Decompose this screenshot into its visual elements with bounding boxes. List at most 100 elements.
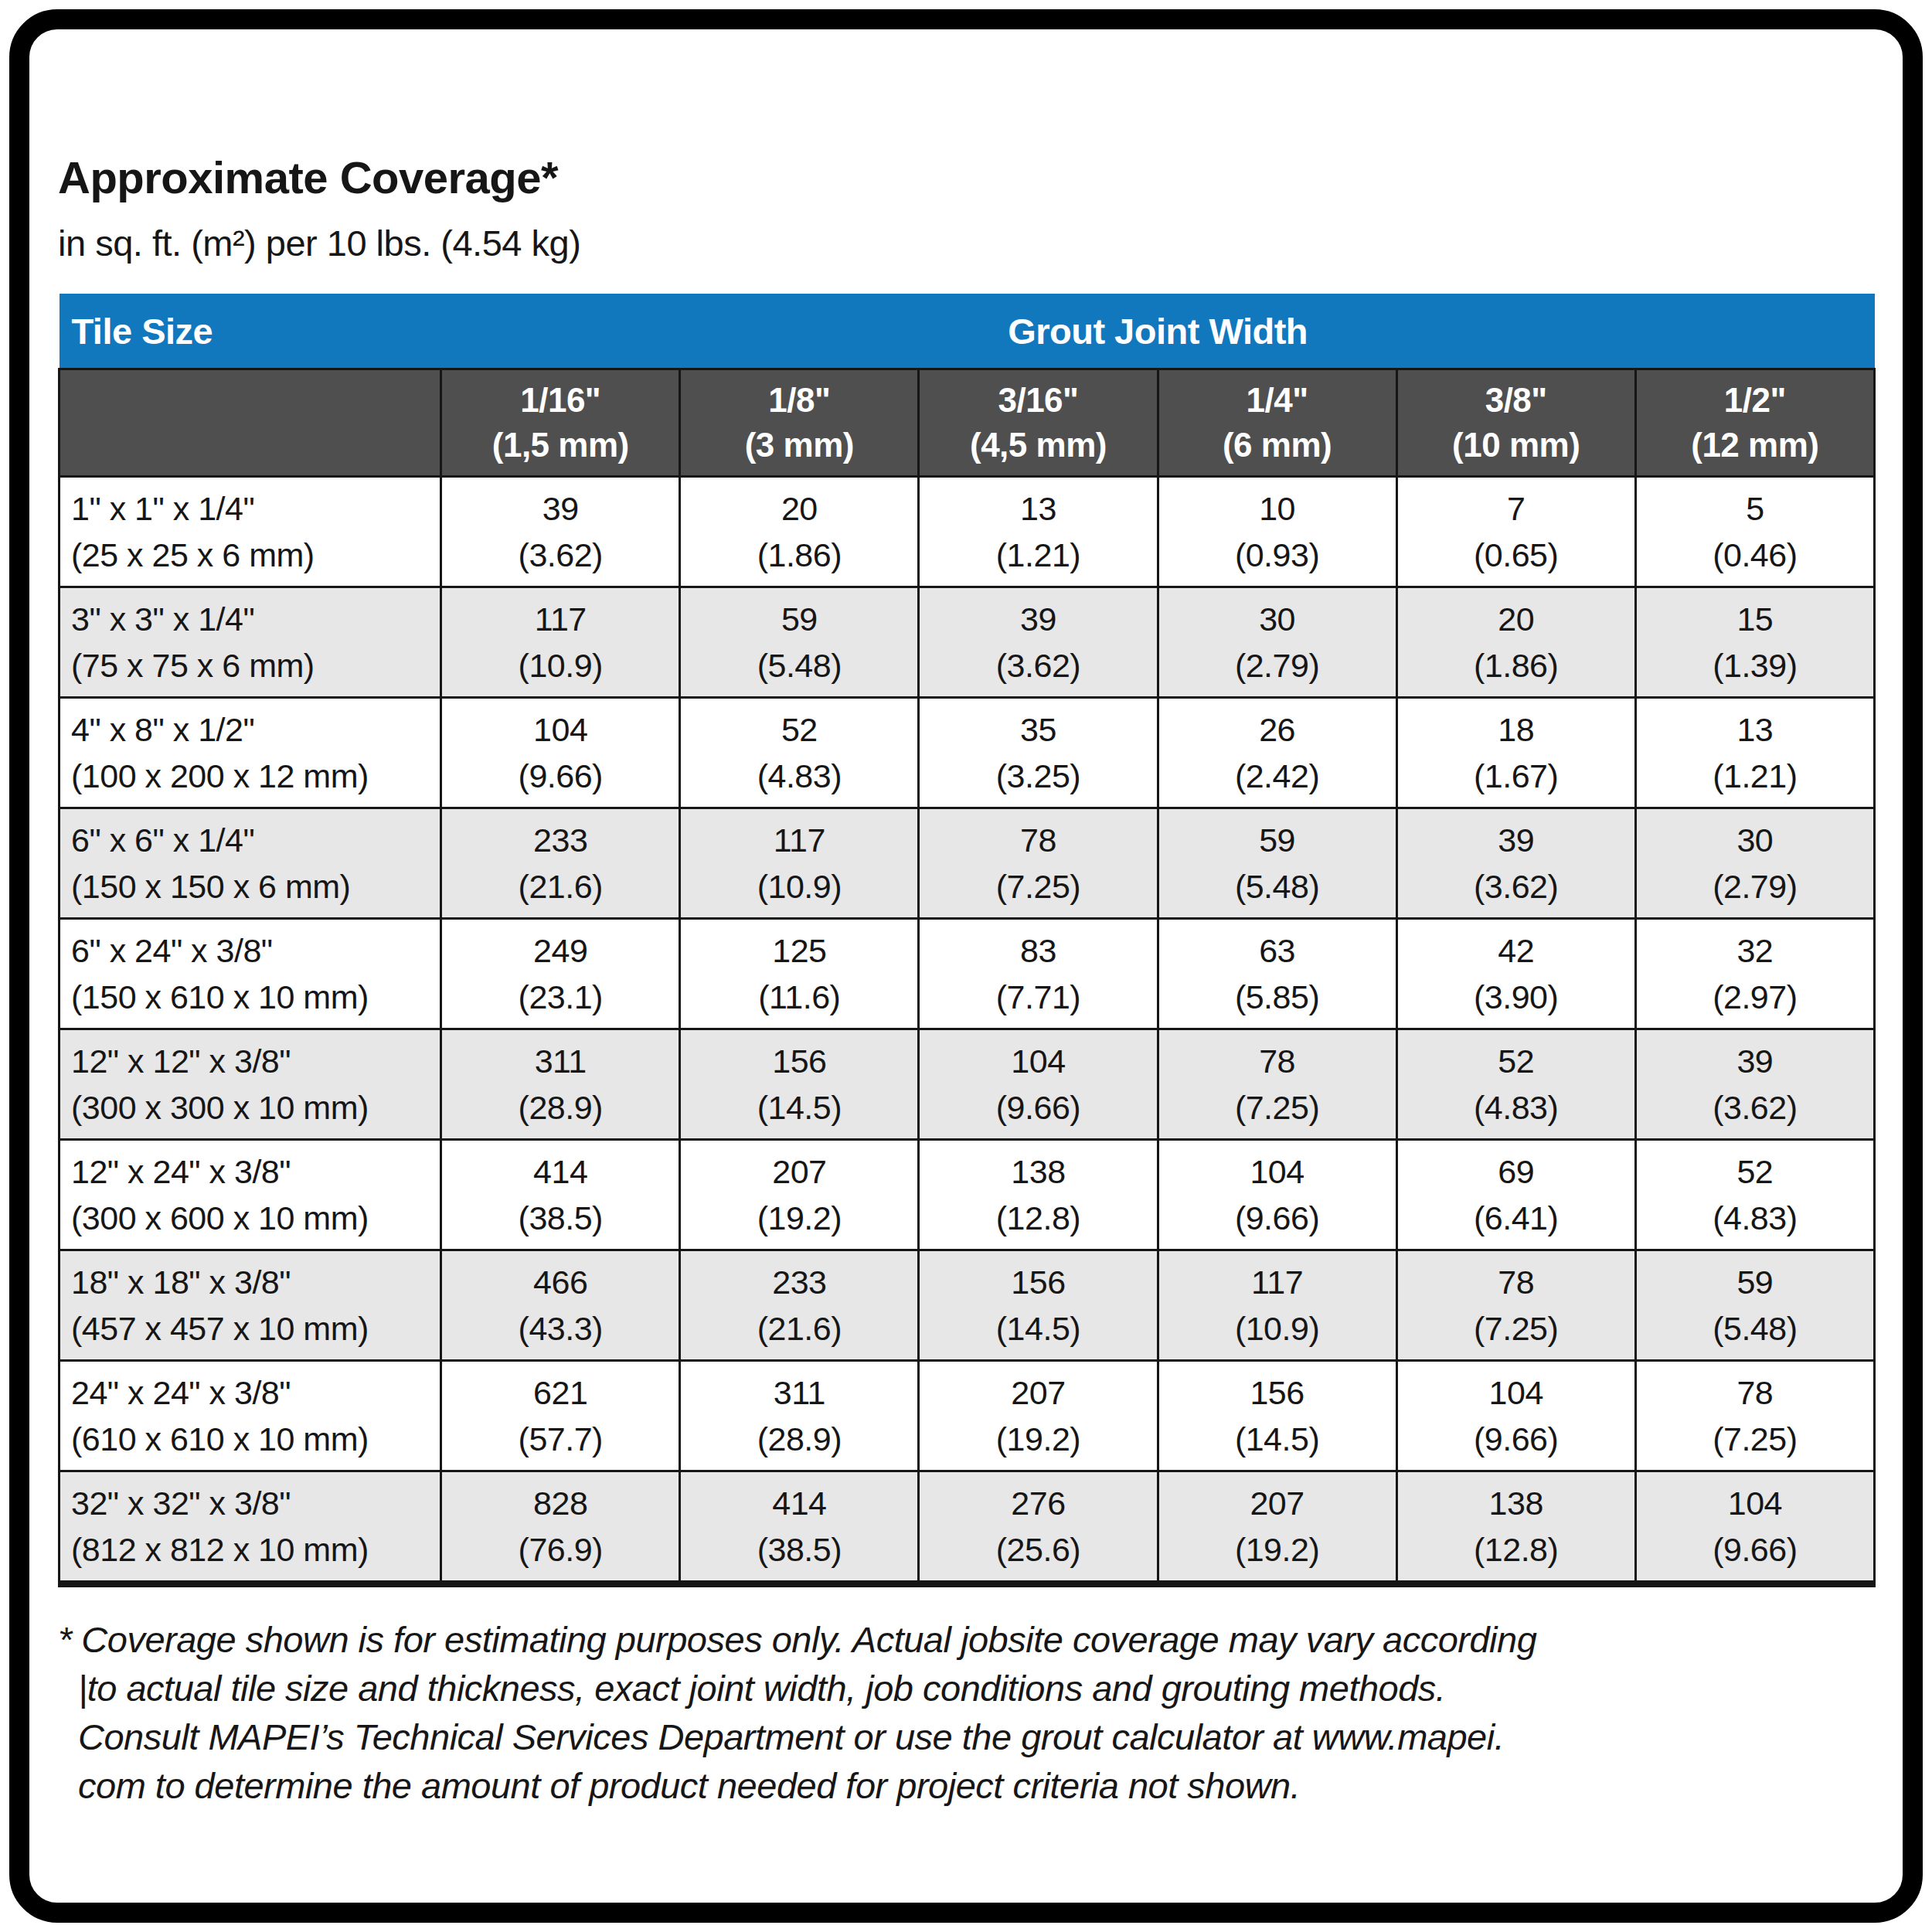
tile-size-cell: 32" x 32" x 3/8" (812 x 812 x 10 mm) [60, 1471, 441, 1584]
footnote-line: com to determine the amount of product n… [58, 1761, 1876, 1810]
coverage-cell: 828 (76.9) [441, 1471, 680, 1584]
coverage-sqft: 7 [1398, 485, 1634, 532]
footnote-line: |to actual tile size and thickness, exac… [58, 1664, 1876, 1713]
coverage-sqft: 414 [681, 1480, 917, 1526]
coverage-cell: 59 (5.48) [1635, 1250, 1874, 1361]
tile-size-inches: 6" x 24" x 3/8" [71, 927, 440, 974]
grout-joint-width-header: Grout Joint Width [441, 294, 1875, 369]
coverage-m2: (9.66) [442, 753, 679, 799]
table-row: 3" x 3" x 1/4" (75 x 75 x 6 mm) 117 (10.… [60, 587, 1875, 698]
table-row: 6" x 6" x 1/4" (150 x 150 x 6 mm) 233 (2… [60, 808, 1875, 919]
coverage-m2: (9.66) [1637, 1526, 1873, 1573]
coverage-sqft: 138 [920, 1148, 1156, 1195]
coverage-sqft: 18 [1398, 706, 1634, 753]
coverage-m2: (10.9) [681, 863, 917, 910]
tile-size-inches: 12" x 12" x 3/8" [71, 1038, 440, 1084]
tile-size-mm: (610 x 610 x 10 mm) [71, 1416, 440, 1462]
coverage-cell: 39 (3.62) [1396, 808, 1635, 919]
coverage-m2: (1.86) [681, 532, 917, 578]
coverage-sqft: 78 [1637, 1369, 1873, 1416]
coverage-sqft: 30 [1637, 817, 1873, 863]
coverage-cell: 39 (3.62) [919, 587, 1158, 698]
column-header-mm: (12 mm) [1637, 423, 1873, 468]
coverage-sqft: 42 [1398, 927, 1634, 974]
coverage-cell: 78 (7.25) [1396, 1250, 1635, 1361]
coverage-cell: 207 (19.2) [919, 1361, 1158, 1471]
coverage-sqft: 59 [1637, 1259, 1873, 1305]
coverage-sqft: 5 [1637, 485, 1873, 532]
coverage-m2: (3.62) [442, 532, 679, 578]
coverage-m2: (12.8) [1398, 1526, 1634, 1573]
table-subheader-row: 1/16" (1,5 mm) 1/8" (3 mm) 3/16" (4,5 mm… [60, 369, 1875, 477]
coverage-sqft: 233 [442, 817, 679, 863]
tile-size-inches: 3" x 3" x 1/4" [71, 596, 440, 642]
coverage-m2: (5.48) [1637, 1305, 1873, 1352]
coverage-m2: (6.41) [1398, 1195, 1634, 1241]
coverage-cell: 207 (19.2) [1158, 1471, 1396, 1584]
coverage-sqft: 104 [920, 1038, 1156, 1084]
column-header-mm: (3 mm) [681, 423, 917, 468]
coverage-cell: 414 (38.5) [680, 1471, 919, 1584]
coverage-m2: (3.62) [1398, 863, 1634, 910]
subheader-empty-cell [60, 369, 441, 477]
coverage-m2: (23.1) [442, 974, 679, 1020]
coverage-cell: 30 (2.79) [1158, 587, 1396, 698]
coverage-cell: 156 (14.5) [919, 1250, 1158, 1361]
tile-size-inches: 4" x 8" x 1/2" [71, 706, 440, 753]
coverage-cell: 233 (21.6) [680, 1250, 919, 1361]
coverage-cell: 13 (1.21) [1635, 698, 1874, 808]
coverage-sqft: 207 [681, 1148, 917, 1195]
coverage-sqft: 117 [1159, 1259, 1396, 1305]
table-row: 24" x 24" x 3/8" (610 x 610 x 10 mm) 621… [60, 1361, 1875, 1471]
coverage-m2: (10.9) [1159, 1305, 1396, 1352]
coverage-m2: (1.39) [1637, 642, 1873, 689]
coverage-cell: 59 (5.48) [680, 587, 919, 698]
coverage-cell: 18 (1.67) [1396, 698, 1635, 808]
coverage-sqft: 104 [442, 706, 679, 753]
coverage-sqft: 125 [681, 927, 917, 974]
column-header: 3/16" (4,5 mm) [919, 369, 1158, 477]
coverage-sqft: 35 [920, 706, 1156, 753]
coverage-m2: (19.2) [1159, 1526, 1396, 1573]
coverage-cell: 15 (1.39) [1635, 587, 1874, 698]
coverage-cell: 20 (1.86) [1396, 587, 1635, 698]
coverage-sqft: 104 [1637, 1480, 1873, 1526]
column-header-mm: (4,5 mm) [920, 423, 1156, 468]
coverage-cell: 10 (0.93) [1158, 477, 1396, 587]
tile-size-cell: 24" x 24" x 3/8" (610 x 610 x 10 mm) [60, 1361, 441, 1471]
coverage-m2: (28.9) [442, 1084, 679, 1131]
coverage-sqft: 104 [1398, 1369, 1634, 1416]
coverage-sqft: 39 [920, 596, 1156, 642]
coverage-m2: (2.97) [1637, 974, 1873, 1020]
table-body: 1" x 1" x 1/4" (25 x 25 x 6 mm) 39 (3.62… [60, 477, 1875, 1584]
table-row: 12" x 12" x 3/8" (300 x 300 x 10 mm) 311… [60, 1029, 1875, 1140]
coverage-m2: (9.66) [1398, 1416, 1634, 1462]
column-header: 1/2" (12 mm) [1635, 369, 1874, 477]
column-header-inches: 3/16" [920, 378, 1156, 423]
tile-size-mm: (150 x 610 x 10 mm) [71, 974, 440, 1020]
coverage-sqft: 52 [681, 706, 917, 753]
coverage-m2: (43.3) [442, 1305, 679, 1352]
coverage-m2: (1.21) [1637, 753, 1873, 799]
coverage-m2: (10.9) [442, 642, 679, 689]
coverage-m2: (19.2) [920, 1416, 1156, 1462]
coverage-cell: 52 (4.83) [1635, 1140, 1874, 1250]
table-band-row: Tile Size Grout Joint Width [60, 294, 1875, 369]
coverage-cell: 78 (7.25) [919, 808, 1158, 919]
coverage-cell: 78 (7.25) [1635, 1361, 1874, 1471]
column-header-mm: (1,5 mm) [442, 423, 679, 468]
coverage-table: Tile Size Grout Joint Width 1/16" (1,5 m… [58, 294, 1876, 1587]
coverage-cell: 117 (10.9) [680, 808, 919, 919]
coverage-m2: (76.9) [442, 1526, 679, 1573]
column-header-inches: 1/4" [1159, 378, 1396, 423]
coverage-m2: (4.83) [1637, 1195, 1873, 1241]
coverage-sqft: 20 [681, 485, 917, 532]
coverage-cell: 104 (9.66) [1635, 1471, 1874, 1584]
coverage-m2: (28.9) [681, 1416, 917, 1462]
coverage-m2: (2.79) [1637, 863, 1873, 910]
tile-size-inches: 6" x 6" x 1/4" [71, 817, 440, 863]
column-header-mm: (6 mm) [1159, 423, 1396, 468]
tile-size-mm: (457 x 457 x 10 mm) [71, 1305, 440, 1352]
table-row: 1" x 1" x 1/4" (25 x 25 x 6 mm) 39 (3.62… [60, 477, 1875, 587]
coverage-m2: (38.5) [442, 1195, 679, 1241]
